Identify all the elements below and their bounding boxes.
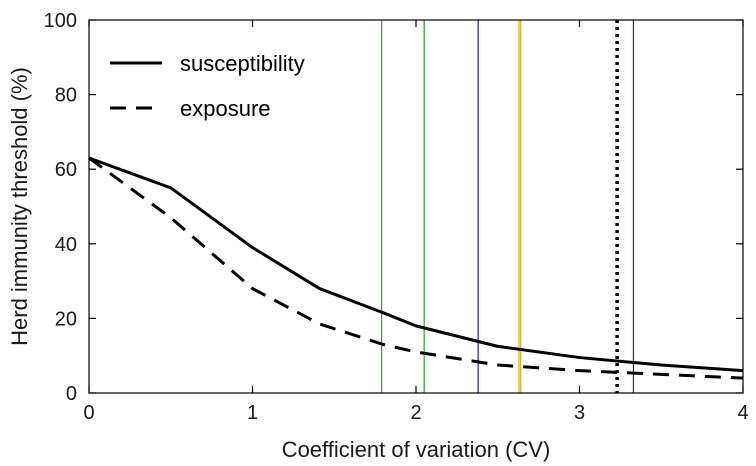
vertical-reference-lines (381, 20, 635, 393)
x-tick-label: 1 (247, 402, 258, 424)
legend: susceptibility exposure (110, 51, 305, 121)
x-tick-label: 3 (574, 402, 585, 424)
series-line-1 (88, 156, 744, 380)
y-tick-label: 100 (44, 10, 77, 32)
x-tick-label: 2 (410, 402, 421, 424)
legend-label-susceptibility: susceptibility (180, 51, 305, 76)
y-tick-label: 40 (55, 234, 77, 256)
y-tick-label: 80 (55, 85, 77, 107)
y-tick-label: 0 (66, 383, 77, 405)
y-tick-label: 20 (55, 308, 77, 330)
series-lines (88, 156, 744, 380)
legend-label-exposure: exposure (180, 96, 271, 121)
y-axis-label: Herd immunity threshold (%) (7, 67, 32, 346)
x-tick-label: 0 (83, 402, 94, 424)
x-axis-label: Coefficient of variation (CV) (282, 437, 551, 462)
series-line-0 (88, 156, 744, 373)
x-tick-label: 4 (737, 402, 748, 424)
y-tick-label: 60 (55, 159, 77, 181)
